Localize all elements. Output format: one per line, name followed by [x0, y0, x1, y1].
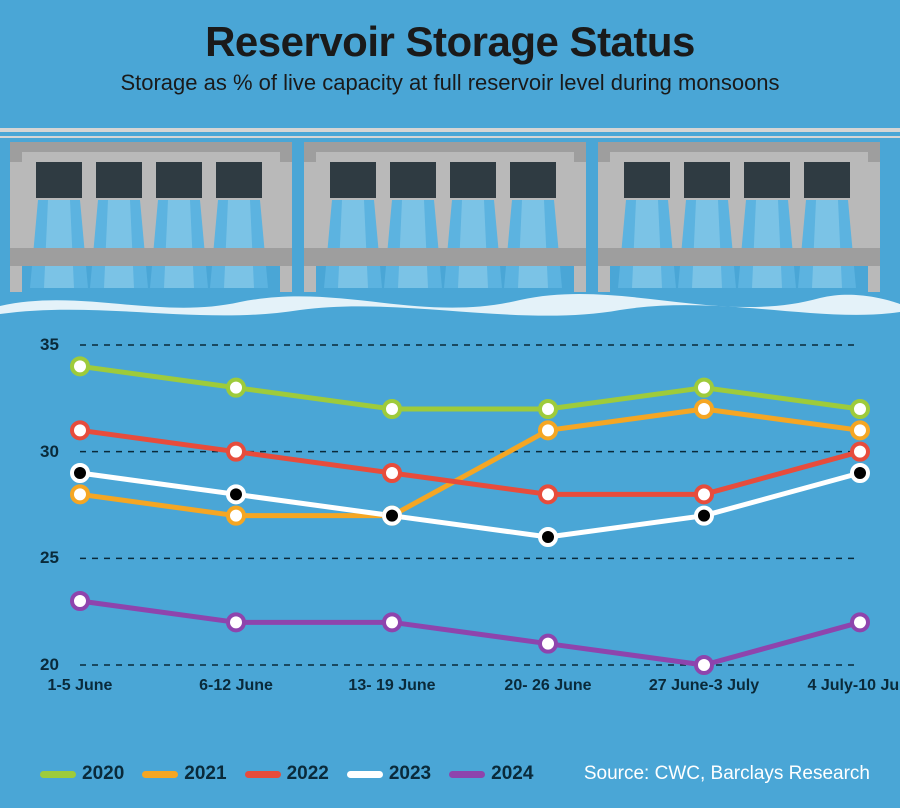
y-axis-tick: 20	[40, 655, 59, 675]
legend-item-2022: 2022	[245, 763, 329, 785]
x-axis-tick: 27 June-3 July	[649, 677, 759, 695]
line-chart	[40, 335, 870, 705]
y-axis-tick: 30	[40, 442, 59, 462]
x-axis-tick: 4 July-10 July	[808, 677, 900, 695]
y-axis-tick: 25	[40, 548, 59, 568]
x-axis-tick: 13- 19 June	[348, 677, 435, 695]
legend-label: 2021	[184, 763, 226, 785]
legend-item-2023: 2023	[347, 763, 431, 785]
legend-label: 2024	[491, 763, 533, 785]
source-text: Source: CWC, Barclays Research	[584, 763, 870, 785]
dam-illustration	[0, 128, 900, 308]
page-subtitle: Storage as % of live capacity at full re…	[0, 70, 900, 96]
legend-label: 2023	[389, 763, 431, 785]
legend-swatch	[142, 771, 178, 778]
legend-swatch	[40, 771, 76, 778]
legend-item-2020: 2020	[40, 763, 124, 785]
x-axis-tick: 1-5 June	[48, 677, 113, 695]
page-title: Reservoir Storage Status	[0, 0, 900, 66]
legend-swatch	[347, 771, 383, 778]
legend-label: 2020	[82, 763, 124, 785]
x-axis-tick: 6-12 June	[199, 677, 273, 695]
legend-item-2021: 2021	[142, 763, 226, 785]
legend-item-2024: 2024	[449, 763, 533, 785]
legend-swatch	[245, 771, 281, 778]
legend: 2020 2021 2022 2023 2024 Source: CWC, Barcla…	[40, 758, 870, 790]
y-axis-tick: 35	[40, 335, 59, 355]
legend-label: 2022	[287, 763, 329, 785]
legend-swatch	[449, 771, 485, 778]
x-axis-tick: 20- 26 June	[504, 677, 591, 695]
